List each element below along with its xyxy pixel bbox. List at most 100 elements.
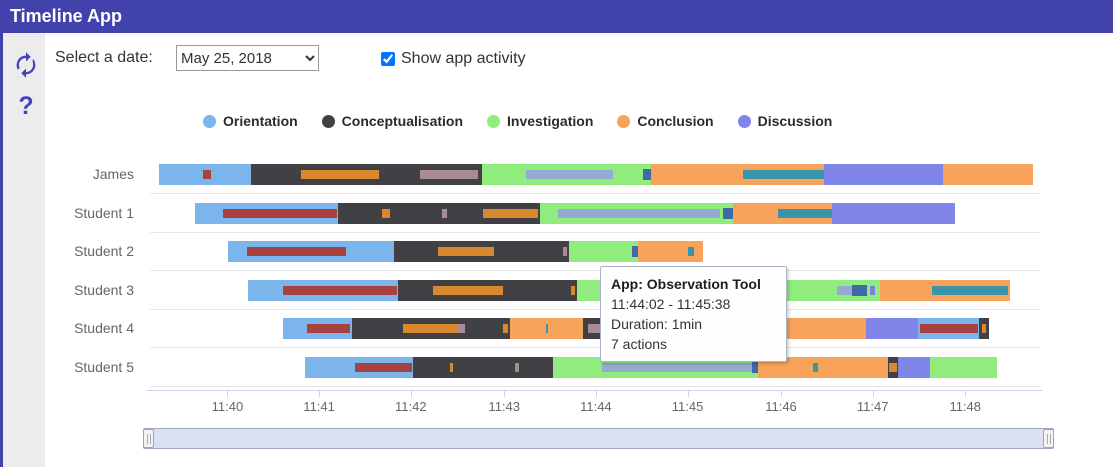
help-button[interactable]: ? xyxy=(13,91,39,121)
app-activity-bar[interactable] xyxy=(301,170,379,179)
app-activity-bar[interactable] xyxy=(852,285,868,296)
row-separator xyxy=(150,386,1040,387)
question-mark-icon: ? xyxy=(18,92,34,120)
legend-item[interactable]: Conclusion xyxy=(617,113,714,129)
app-activity-bar[interactable] xyxy=(419,170,479,179)
date-select[interactable]: May 25, 2018 xyxy=(176,45,319,71)
row-separator xyxy=(150,232,1040,233)
axis-tick xyxy=(781,390,782,397)
axis-tick-label: 11:48 xyxy=(949,399,982,414)
tooltip-actions: 7 actions xyxy=(611,336,668,352)
timeline-segment-discussion[interactable] xyxy=(897,357,930,378)
app-activity-bar[interactable] xyxy=(602,363,752,372)
app-activity-bar[interactable] xyxy=(570,286,576,295)
app-activity-bar[interactable] xyxy=(441,209,448,218)
app-activity-bar[interactable] xyxy=(354,363,412,372)
show-activity-checkbox[interactable] xyxy=(381,52,395,66)
app-activity-bar[interactable] xyxy=(778,209,832,218)
axis-tick xyxy=(227,390,229,397)
app-activity-bar[interactable] xyxy=(982,324,986,333)
app-activity-bar[interactable] xyxy=(546,324,549,333)
timeline-segment-conceptualisation[interactable] xyxy=(413,357,554,378)
app-activity-bar[interactable] xyxy=(503,324,508,333)
app-activity-bar[interactable] xyxy=(382,209,391,218)
timeline-segment-discussion[interactable] xyxy=(823,164,943,185)
app-activity-bar[interactable] xyxy=(687,247,694,256)
app-activity-bar[interactable] xyxy=(888,363,897,372)
tooltip-duration: Duration: 1min xyxy=(611,316,703,332)
axis-tick xyxy=(687,390,689,397)
timeline-segment-conclusion[interactable] xyxy=(942,164,1033,185)
app-activity-bar[interactable] xyxy=(562,247,568,256)
axis-tick-label: 11:44 xyxy=(580,399,612,414)
app-activity-bar[interactable] xyxy=(723,208,733,219)
legend-label: Discussion xyxy=(757,113,833,129)
row-separator xyxy=(150,193,1040,194)
app-activity-bar[interactable] xyxy=(482,209,539,218)
timeline-segment-conclusion[interactable] xyxy=(651,164,824,185)
app-activity-bar[interactable] xyxy=(457,324,466,333)
app-activity-bar[interactable] xyxy=(919,324,978,333)
app-activity-bar[interactable] xyxy=(402,324,460,333)
legend-swatch xyxy=(487,114,501,128)
legend-item[interactable]: Conceptualisation xyxy=(321,113,464,129)
legend-swatch xyxy=(617,114,631,128)
legend-swatch xyxy=(321,114,335,128)
axis-tick-label: 11:41 xyxy=(303,399,335,414)
app-activity-bar[interactable] xyxy=(632,246,638,257)
app-activity-bar[interactable] xyxy=(742,170,824,179)
scrollbar-grip-left[interactable] xyxy=(143,429,154,448)
app-activity-bar[interactable] xyxy=(751,362,758,373)
legend-label: Conceptualisation xyxy=(341,113,464,129)
app-activity-bar[interactable] xyxy=(433,286,504,295)
app-activity-bar[interactable] xyxy=(525,170,613,179)
app-activity-bar[interactable] xyxy=(932,286,1008,295)
row-label: Student 4 xyxy=(74,320,134,336)
show-activity-label: Show app activity xyxy=(401,50,526,67)
app-activity-bar[interactable] xyxy=(813,363,819,372)
legend-label: Orientation xyxy=(223,113,298,129)
legend-item[interactable]: Discussion xyxy=(737,113,833,129)
app-activity-bar[interactable] xyxy=(837,286,853,295)
legend-item[interactable]: Orientation xyxy=(203,113,298,129)
legend-item[interactable]: Investigation xyxy=(487,113,593,129)
axis-tick xyxy=(410,390,412,397)
app-activity-bar[interactable] xyxy=(870,286,876,295)
app-activity-bar[interactable] xyxy=(438,247,495,256)
refresh-button[interactable] xyxy=(11,51,41,81)
app-activity-bar[interactable] xyxy=(557,209,720,218)
timeline-segment-conceptualisation[interactable] xyxy=(337,203,540,224)
app-activity-bar[interactable] xyxy=(222,209,337,218)
timeline-segment-discussion[interactable] xyxy=(831,203,955,224)
axis-tick-label: 11:43 xyxy=(488,399,521,414)
timeline-segment-investigation[interactable] xyxy=(569,241,638,262)
row-label: Student 3 xyxy=(74,282,134,298)
app-activity-bar[interactable] xyxy=(306,324,351,333)
app-activity-bar[interactable] xyxy=(587,324,601,333)
timeline-segment-investigation[interactable] xyxy=(929,357,998,378)
h-scrollbar[interactable] xyxy=(143,428,1054,449)
tooltip: App: Observation Tool 11:44:02 - 11:45:3… xyxy=(600,266,787,362)
app-activity-bar[interactable] xyxy=(514,363,520,372)
app-activity-bar[interactable] xyxy=(247,247,346,256)
x-axis-line xyxy=(146,390,1043,391)
axis-tick-label: 11:47 xyxy=(856,399,889,414)
sidebar: ? xyxy=(3,33,45,467)
scrollbar-grip-right[interactable] xyxy=(1043,429,1054,448)
legend-swatch xyxy=(737,114,751,128)
app-activity-bar[interactable] xyxy=(643,169,652,180)
legend-label: Conclusion xyxy=(637,113,714,129)
app-title: Timeline App xyxy=(10,6,123,26)
tooltip-title: App: Observation Tool xyxy=(611,276,761,292)
axis-tick xyxy=(872,390,874,397)
app-activity-bar[interactable] xyxy=(203,170,212,179)
app-activity-bar[interactable] xyxy=(449,363,453,372)
app-activity-bar[interactable] xyxy=(282,286,398,295)
row-separator xyxy=(150,347,1040,348)
row-label: Student 1 xyxy=(74,205,134,221)
timeline-segment-discussion[interactable] xyxy=(865,318,919,339)
timeline-segment-conclusion[interactable] xyxy=(637,241,703,262)
row-label: Student 2 xyxy=(74,243,134,259)
timeline-segment-conclusion[interactable] xyxy=(757,357,888,378)
